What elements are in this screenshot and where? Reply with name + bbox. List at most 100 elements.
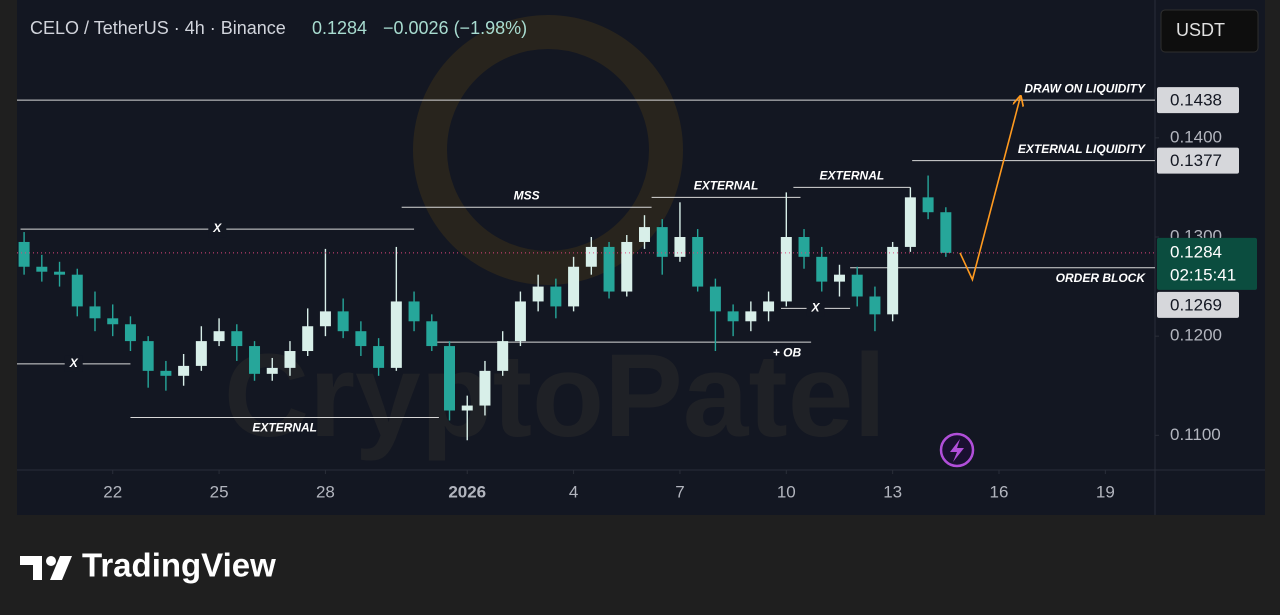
annotation-label: X — [69, 356, 79, 370]
candle-body — [195, 341, 207, 366]
watermark-logo — [413, 15, 683, 285]
candle-body — [568, 266, 580, 307]
annotation-label: EXTERNAL — [694, 179, 759, 193]
candle-body — [869, 296, 881, 315]
candle-body — [940, 212, 952, 253]
plot-area: DRAW ON LIQUIDITY EXTERNAL LIQUIDITY X MSS E… — [17, 81, 1155, 441]
currency-button[interactable] — [1160, 9, 1259, 53]
annotation-label: EXTERNAL — [820, 169, 885, 183]
y-tick-label: 0.1400 — [1170, 127, 1222, 146]
symbol-title: CELO / TetherUS · 4h · Binance — [30, 18, 286, 38]
price-tag-label: 0.1438 — [1170, 91, 1222, 110]
candle-body — [54, 271, 66, 275]
x-tick-label: 19 — [1096, 482, 1115, 501]
candle-body — [142, 341, 154, 371]
price-tag — [1157, 87, 1239, 114]
candle-body — [355, 331, 367, 347]
annotation-label: + OB — [773, 345, 802, 359]
candle-body — [249, 346, 261, 374]
x-tick-label: 28 — [316, 482, 335, 501]
x-tick-label: 22 — [103, 482, 122, 501]
candle-body — [160, 370, 172, 376]
header-price: 0.1284 — [312, 18, 367, 38]
candle-body — [479, 370, 491, 406]
brand-name: TradingView — [82, 547, 276, 584]
brand-mark-2 — [50, 556, 72, 580]
countdown: 02:15:41 — [1170, 265, 1236, 284]
annotation-label: X — [212, 221, 222, 235]
candle-body — [727, 311, 739, 322]
candle-body — [213, 331, 225, 342]
candle-body — [603, 246, 615, 292]
brand-mark-dot — [46, 556, 56, 566]
candle-body — [621, 241, 633, 292]
candle-body — [266, 367, 278, 374]
candle-body — [497, 341, 509, 371]
last-price-tag — [1157, 237, 1257, 290]
currency-button-label[interactable]: USDT — [1176, 20, 1225, 40]
candle-body — [816, 256, 828, 282]
candle-body — [390, 301, 402, 368]
candle-body — [851, 274, 863, 297]
brand-mark-1 — [20, 556, 42, 580]
price-tag-label: 0.1377 — [1170, 151, 1222, 170]
x-tick-label: 7 — [675, 482, 684, 501]
candle-body — [550, 286, 562, 307]
annotation-label: ORDER BLOCK — [1056, 271, 1147, 285]
candle-body — [833, 274, 845, 282]
candle-body — [231, 331, 243, 347]
y-tick-label: 0.1100 — [1170, 425, 1221, 444]
x-tick-label: 2026 — [448, 482, 486, 501]
x-tick-label: 13 — [883, 482, 902, 501]
candle-body — [107, 318, 119, 325]
annotation-label-bg — [64, 355, 83, 372]
annotation-label-bg — [806, 300, 825, 317]
candle-body — [18, 241, 30, 267]
projection-arrow — [959, 97, 1020, 282]
candle-body — [763, 301, 775, 312]
x-tick-label: 16 — [990, 482, 1009, 501]
annotation-label: DRAW ON LIQUIDITY — [1024, 81, 1146, 95]
candle-body — [408, 301, 420, 322]
candle-body — [426, 321, 438, 347]
candle-body — [674, 237, 686, 257]
last-price-tag-value: 0.1284 — [1170, 242, 1222, 261]
candle-body — [692, 237, 704, 287]
candle-body — [514, 301, 526, 342]
brand-logo: TradingView — [20, 547, 276, 584]
candle-body — [639, 227, 650, 242]
candle-body — [89, 306, 101, 319]
lightning-bolt — [950, 439, 964, 462]
annotation-label: MSS — [514, 188, 540, 202]
annotation-label: EXTERNAL LIQUIDITY — [1018, 142, 1146, 156]
candle-body — [461, 405, 473, 411]
candle-body — [745, 311, 757, 322]
candle-body — [178, 365, 190, 376]
candle-body — [319, 311, 331, 327]
candle-body — [798, 237, 810, 257]
candle-body — [124, 324, 136, 342]
watermark-text: CryptoPatel — [224, 330, 886, 462]
candle-body — [922, 197, 934, 213]
candle-body — [284, 351, 296, 368]
candle-body — [532, 286, 544, 302]
annotation-label-bg — [208, 221, 227, 238]
y-tick-label: 0.1200 — [1170, 326, 1222, 345]
header-change: −0.0026 (−1.98%) — [383, 18, 527, 38]
candle-body — [373, 346, 385, 368]
price-tag — [1157, 147, 1239, 174]
candle-body — [302, 326, 314, 352]
x-tick-label: 10 — [777, 482, 796, 501]
price-tag — [1157, 291, 1239, 318]
candle-body — [709, 286, 721, 312]
candle-body — [444, 346, 456, 411]
candle-body — [36, 266, 48, 272]
candle-body — [585, 246, 597, 267]
candle-body — [71, 274, 83, 307]
candle-body — [887, 246, 899, 315]
candle-body — [780, 237, 792, 302]
annotation-label: X — [811, 301, 821, 315]
annotation-label: EXTERNAL — [252, 421, 317, 435]
candle-body — [337, 311, 349, 332]
